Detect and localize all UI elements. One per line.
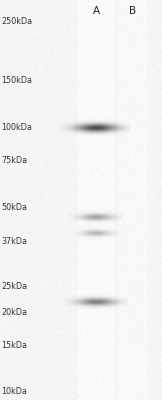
Text: 150kDa: 150kDa (1, 76, 32, 85)
Text: 37kDa: 37kDa (1, 237, 27, 246)
Text: B: B (129, 6, 137, 16)
Text: A: A (93, 6, 100, 16)
Text: 15kDa: 15kDa (1, 341, 27, 350)
Text: 250kDa: 250kDa (1, 18, 32, 26)
Text: 50kDa: 50kDa (1, 202, 27, 212)
Text: 75kDa: 75kDa (1, 156, 27, 165)
Text: 25kDa: 25kDa (1, 282, 27, 291)
Text: 100kDa: 100kDa (1, 123, 32, 132)
Text: 10kDa: 10kDa (1, 388, 27, 396)
Text: 20kDa: 20kDa (1, 308, 27, 317)
